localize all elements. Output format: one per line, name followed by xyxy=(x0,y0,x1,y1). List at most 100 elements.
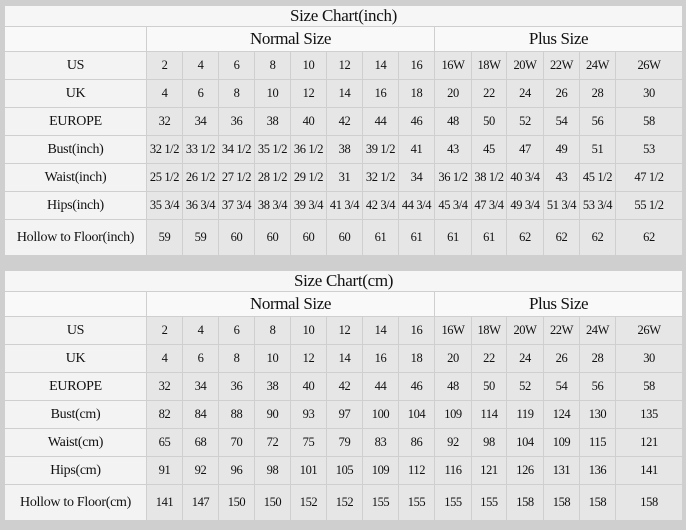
size-cell: 104 xyxy=(398,400,435,429)
size-cell: 72 xyxy=(254,428,291,457)
size-cell: 32 xyxy=(146,107,183,136)
row-label: Bust(inch) xyxy=(4,135,147,164)
table-row: Hips(inch) 35 3/4 36 3/4 37 3/4 38 3/4 39 3/4… xyxy=(4,191,684,220)
size-cell: 158 xyxy=(579,484,616,521)
size-cell: 8 xyxy=(254,316,291,345)
plus-size-header: Plus Size xyxy=(433,26,684,52)
size-cell: 2 xyxy=(146,51,183,80)
size-cell: 8 xyxy=(218,344,255,373)
size-cell: 18W xyxy=(471,316,507,345)
size-cell: 86 xyxy=(398,428,435,457)
size-cell: 20W xyxy=(506,316,544,345)
table-row: US 2 4 6 8 10 12 14 16 16W 18W 20W 22W 24W 26W xyxy=(4,51,684,80)
size-cell: 75 xyxy=(290,428,327,457)
size-cell: 14 xyxy=(362,51,399,80)
size-cell: 155 xyxy=(471,484,507,521)
size-cell: 56 xyxy=(579,372,616,401)
size-cell: 100 xyxy=(362,400,399,429)
row-label: Waist(inch) xyxy=(4,163,147,192)
size-cell: 155 xyxy=(434,484,472,521)
normal-size-header: Normal Size xyxy=(146,291,435,317)
size-cell: 48 xyxy=(434,107,472,136)
size-cell: 92 xyxy=(434,428,472,457)
size-cell: 96 xyxy=(218,456,255,485)
size-cell: 12 xyxy=(326,51,363,80)
size-cell: 41 3/4 xyxy=(326,191,363,220)
size-cell: 27 1/2 xyxy=(218,163,255,192)
size-cell: 52 xyxy=(506,107,544,136)
size-cell: 36 3/4 xyxy=(182,191,219,220)
size-cell: 112 xyxy=(398,456,435,485)
size-cell: 22 xyxy=(471,79,507,108)
size-cell: 12 xyxy=(326,316,363,345)
size-cell: 60 xyxy=(254,219,291,256)
size-cell: 12 xyxy=(290,79,327,108)
size-cell: 56 xyxy=(579,107,616,136)
size-cell: 36 1/2 xyxy=(434,163,472,192)
size-cell: 59 xyxy=(146,219,183,256)
size-cell: 32 1/2 xyxy=(146,135,183,164)
size-cell: 158 xyxy=(614,484,684,521)
size-cell: 30 xyxy=(614,344,684,373)
size-cell: 32 xyxy=(146,372,183,401)
row-label: UK xyxy=(4,344,147,373)
size-cell: 18 xyxy=(398,344,435,373)
size-cell: 40 xyxy=(290,107,327,136)
size-cell: 121 xyxy=(471,456,507,485)
size-chart-cm: Size Chart(cm) Normal Size Plus Size US 2 4 6 8… xyxy=(3,270,684,521)
size-cell: 60 xyxy=(218,219,255,256)
size-cell: 49 3/4 xyxy=(506,191,544,220)
size-cell: 158 xyxy=(506,484,544,521)
size-cell: 58 xyxy=(614,107,684,136)
size-cell: 10 xyxy=(290,51,327,80)
size-cell: 52 xyxy=(506,372,544,401)
size-cell: 44 xyxy=(362,372,399,401)
size-cell: 70 xyxy=(218,428,255,457)
size-cell: 16 xyxy=(362,79,399,108)
size-cell: 34 xyxy=(182,372,219,401)
size-cell: 88 xyxy=(218,400,255,429)
size-cell: 6 xyxy=(218,51,255,80)
table-row: EUROPE 32 34 36 38 40 42 44 46 48 50 52 54 56 58 xyxy=(4,107,684,136)
size-cell: 43 xyxy=(543,163,580,192)
size-cell: 136 xyxy=(579,456,616,485)
size-cell: 155 xyxy=(398,484,435,521)
plus-size-header: Plus Size xyxy=(433,291,684,317)
table-row: US 2 4 6 8 10 12 14 16 16W 18W 20W 22W 24W 26W xyxy=(4,316,684,345)
size-cell: 38 3/4 xyxy=(254,191,291,220)
size-cell: 26 1/2 xyxy=(182,163,219,192)
size-cell: 20 xyxy=(434,344,472,373)
size-cell: 8 xyxy=(218,79,255,108)
size-cell: 25 1/2 xyxy=(146,163,183,192)
size-cell: 38 1/2 xyxy=(471,163,507,192)
size-cell: 16 xyxy=(398,51,435,80)
size-cell: 60 xyxy=(326,219,363,256)
table-row: Waist(inch) 25 1/2 26 1/2 27 1/2 28 1/2 29 1/… xyxy=(4,163,684,192)
size-cell: 109 xyxy=(362,456,399,485)
size-cell: 24W xyxy=(579,51,616,80)
size-cell: 20W xyxy=(506,51,544,80)
size-cell: 18 xyxy=(398,79,435,108)
size-cell: 119 xyxy=(506,400,544,429)
size-cell: 97 xyxy=(326,400,363,429)
size-cell: 38 xyxy=(326,135,363,164)
size-cell: 31 xyxy=(326,163,363,192)
size-cell: 44 xyxy=(362,107,399,136)
size-cell: 34 xyxy=(398,163,435,192)
size-cell: 152 xyxy=(290,484,327,521)
size-cell: 22 xyxy=(471,344,507,373)
size-cell: 84 xyxy=(182,400,219,429)
size-cell: 61 xyxy=(434,219,472,256)
size-cell: 20 xyxy=(434,79,472,108)
size-cell: 61 xyxy=(398,219,435,256)
table-row: Hips(cm) 91 92 96 98 101 105 109 112 116 121 126 131… xyxy=(4,456,684,485)
size-cell: 34 xyxy=(182,107,219,136)
size-cell: 61 xyxy=(471,219,507,256)
size-cell: 14 xyxy=(362,316,399,345)
size-cell: 59 xyxy=(182,219,219,256)
size-cell: 36 xyxy=(218,372,255,401)
size-cell: 62 xyxy=(614,219,684,256)
size-cell: 8 xyxy=(254,51,291,80)
size-cell: 39 1/2 xyxy=(362,135,399,164)
size-cell: 47 xyxy=(506,135,544,164)
